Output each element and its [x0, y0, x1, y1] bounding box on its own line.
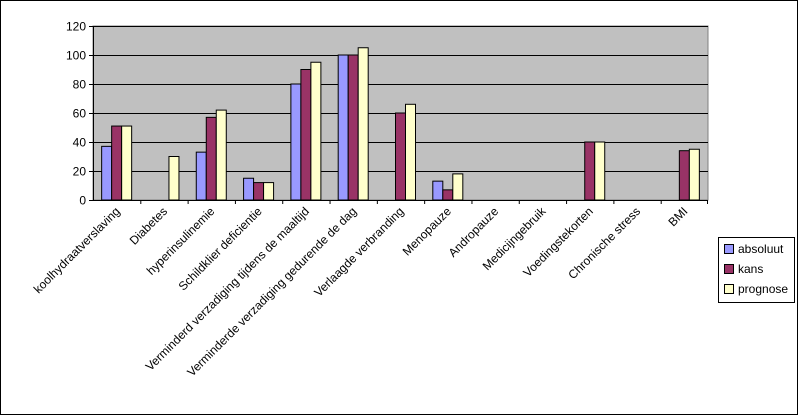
category-label: Verminderd verzadiging tijdens de maalti…: [143, 204, 312, 373]
legend-label: prognose: [738, 281, 789, 296]
bar-kans: [111, 125, 123, 201]
bar-absoluut: [290, 83, 302, 201]
bar-prognose: [168, 156, 180, 201]
y-tick-label: 100: [66, 49, 86, 63]
category-label: Diabetes: [127, 204, 170, 247]
bar-kans: [395, 112, 406, 201]
legend-swatch: [724, 263, 734, 274]
legend-label: absoluut: [738, 241, 784, 256]
legend-item-prognose: prognose: [719, 279, 794, 298]
bar-kans: [347, 54, 359, 201]
bar-prognose: [215, 109, 227, 201]
y-tick-label: 40: [73, 136, 87, 150]
bar-kans: [205, 116, 217, 201]
category-label: BMI: [665, 204, 690, 229]
bar-prognose: [688, 148, 700, 201]
bar-prognose: [263, 182, 275, 201]
category-label: Verminderde verzadiging gedurende de dag: [184, 204, 359, 379]
bar-kans: [678, 150, 690, 201]
y-tick-label: 120: [66, 20, 86, 34]
bar-absoluut: [243, 177, 255, 201]
legend-item-absoluut: absoluut: [719, 239, 794, 258]
bar-kans: [442, 189, 454, 201]
bar-prognose: [357, 47, 369, 201]
bar-kans: [300, 69, 312, 201]
legend-item-kans: kans: [719, 259, 794, 278]
y-tick-label: 20: [73, 165, 87, 179]
bar-absoluut: [432, 180, 444, 201]
y-tick-label: 80: [73, 78, 87, 92]
category-label: Schildklier deficientie: [176, 204, 265, 293]
category-label: koolhydraatverslaving: [31, 204, 123, 296]
bar-absoluut: [101, 145, 113, 201]
legend-swatch: [724, 283, 734, 294]
bar-prognose: [452, 173, 464, 201]
legend-label: kans: [738, 261, 764, 276]
bar-kans: [253, 182, 265, 201]
legend: absoluut kans prognose: [718, 237, 795, 303]
bar-kans: [584, 141, 596, 201]
bar-absoluut: [195, 151, 207, 201]
bar-prognose: [405, 103, 416, 201]
bar-prognose: [121, 125, 133, 201]
bar-prognose: [594, 141, 606, 201]
bar-prognose: [310, 61, 322, 201]
bar-absoluut: [337, 54, 349, 201]
category-label: Verlaagde verbranding: [311, 204, 406, 299]
legend-swatch: [724, 243, 734, 254]
y-tick-label: 0: [79, 194, 86, 208]
y-tick-label: 60: [73, 107, 87, 121]
